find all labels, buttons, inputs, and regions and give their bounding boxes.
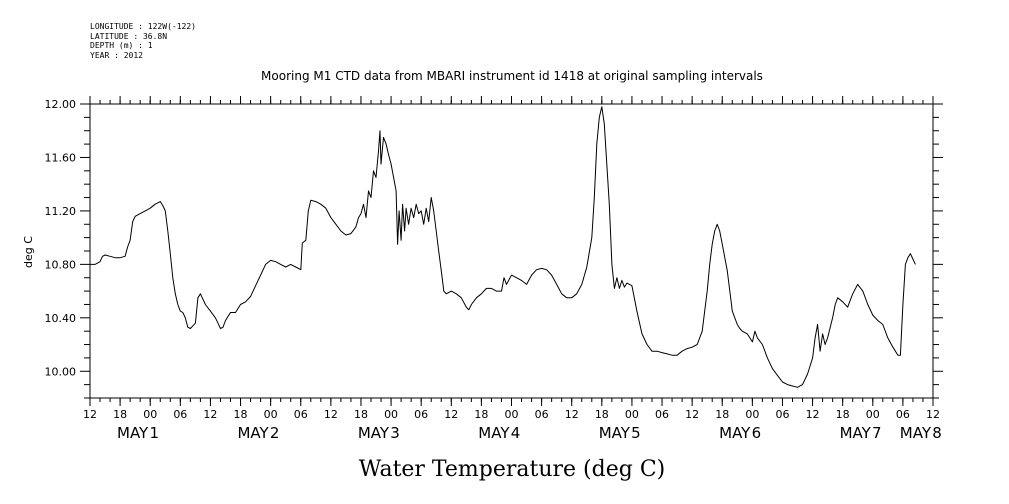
x-day-label: 2	[270, 424, 280, 442]
x-hour-tick-label: 00	[745, 408, 759, 421]
longitude-label: LONGITUDE : 122W(-122)	[90, 22, 196, 31]
x-month-label: MAY	[840, 424, 872, 442]
y-tick-label: 10.80	[45, 258, 77, 271]
x-hour-tick-label: 18	[113, 408, 127, 421]
temperature-series-line	[90, 106, 916, 388]
x-day-label: 8	[932, 424, 942, 442]
y-tick-label: 11.20	[45, 205, 77, 218]
x-hour-tick-label: 00	[866, 408, 880, 421]
x-day-label: 7	[872, 424, 882, 442]
x-day-label: 6	[752, 424, 762, 442]
y-axis-label: deg C	[22, 236, 35, 268]
x-hour-tick-label: 18	[595, 408, 609, 421]
x-hour-tick-label: 12	[83, 408, 97, 421]
x-hour-tick-label: 06	[294, 408, 308, 421]
x-day-label: 3	[390, 424, 400, 442]
x-hour-tick-label: 06	[775, 408, 789, 421]
plot-frame	[89, 103, 934, 399]
x-day-label: 1	[149, 424, 159, 442]
x-hour-tick-label: 18	[474, 408, 488, 421]
y-tick-label: 10.00	[45, 365, 77, 378]
year-label: YEAR : 2012	[90, 50, 143, 60]
y-tick-label: 12.00	[45, 98, 77, 111]
x-month-label: MAY	[237, 424, 269, 442]
x-hour-tick-label: 12	[324, 408, 338, 421]
series-group	[90, 106, 916, 388]
x-hour-tick-label: 18	[354, 408, 368, 421]
x-hour-tick-label: 00	[264, 408, 278, 421]
x-month-label: MAY	[900, 424, 932, 442]
x-month-label: MAY	[117, 424, 149, 442]
x-hour-tick-label: 00	[143, 408, 157, 421]
x-hour-tick-label: 18	[836, 408, 850, 421]
x-hour-tick-label: 12	[203, 408, 217, 421]
x-hour-tick-label: 12	[444, 408, 458, 421]
x-hour-tick-label: 18	[234, 408, 248, 421]
x-hour-tick-label: 06	[535, 408, 549, 421]
axis-ticks	[80, 96, 943, 406]
x-month-label: MAY	[478, 424, 510, 442]
x-hour-tick-label: 00	[384, 408, 398, 421]
x-day-label: 4	[511, 424, 521, 442]
x-hour-tick-label: 12	[565, 408, 579, 421]
x-hour-tick-label: 06	[655, 408, 669, 421]
latitude-label: LATITUDE : 36.8N	[90, 31, 168, 41]
x-hour-tick-label: 12	[685, 408, 699, 421]
axis-tick-labels: 12 18 00 06 12 18 00 06 12 18 00 06 12 18 00 06 12 18 00 06…	[45, 98, 942, 442]
x-axis-label: Water Temperature (deg C)	[359, 457, 666, 482]
x-month-label: MAY	[719, 424, 751, 442]
x-hour-tick-label: 12	[926, 408, 940, 421]
x-month-label: MAY	[358, 424, 390, 442]
x-hour-tick-label: 06	[414, 408, 428, 421]
y-tick-label: 11.60	[45, 151, 77, 164]
x-hour-tick-label: 06	[896, 408, 910, 421]
x-hour-tick-label: 00	[625, 408, 639, 421]
y-tick-label: 10.40	[45, 312, 77, 325]
x-hour-tick-label: 06	[173, 408, 187, 421]
chart-title: Mooring M1 CTD data from MBARI instrumen…	[261, 69, 763, 83]
x-hour-tick-label: 00	[505, 408, 519, 421]
x-hour-tick-label: 18	[715, 408, 729, 421]
x-day-label: 5	[631, 424, 641, 442]
metadata-block: LONGITUDE : 122W(-122) LATITUDE : 36.8N …	[90, 22, 196, 60]
x-month-label: MAY	[599, 424, 631, 442]
depth-label: DEPTH (m) : 1	[90, 41, 153, 50]
x-hour-tick-label: 12	[806, 408, 820, 421]
